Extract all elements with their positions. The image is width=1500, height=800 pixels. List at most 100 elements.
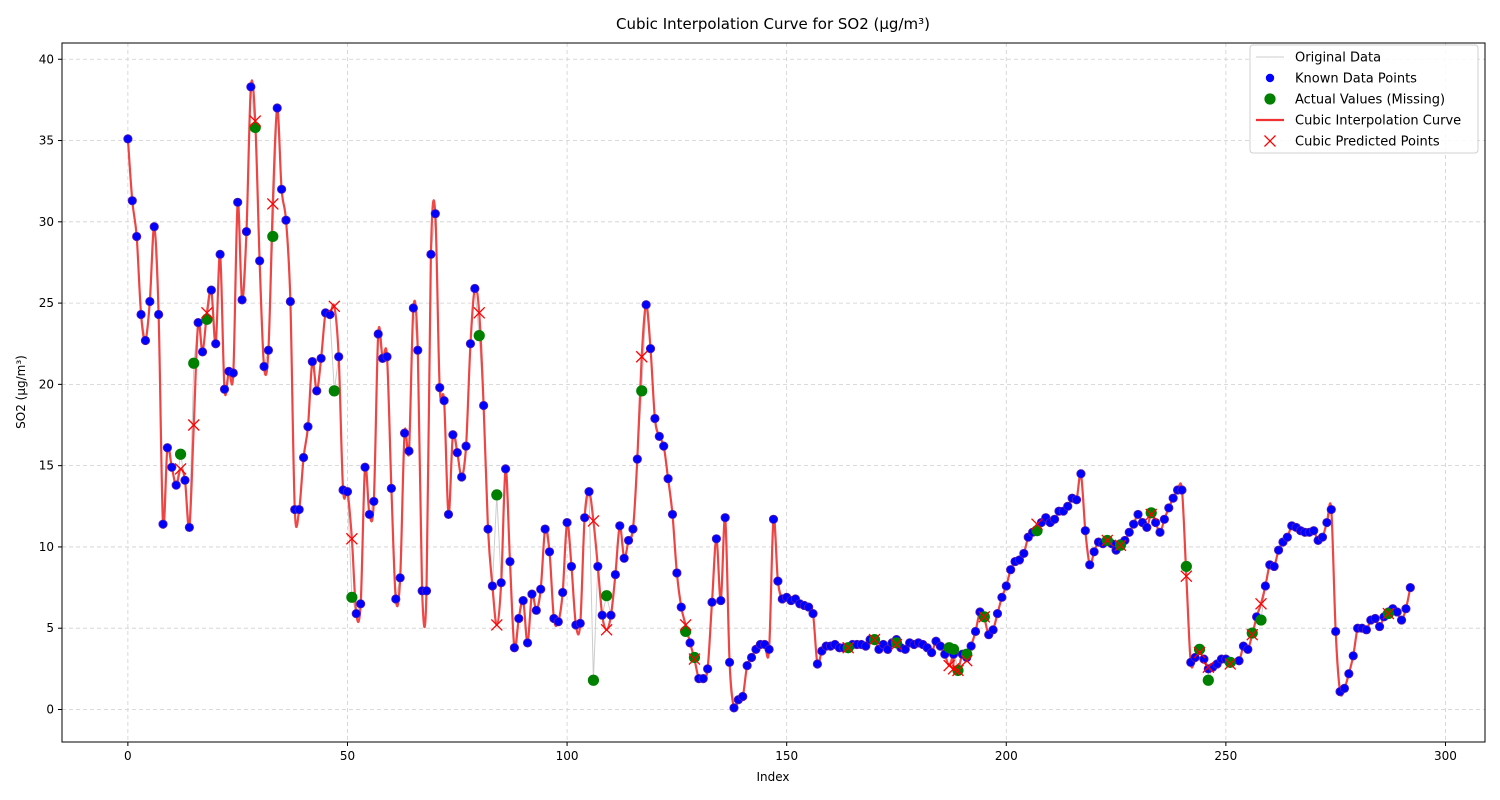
known-data-point xyxy=(1260,581,1271,591)
known-data-point xyxy=(351,608,361,619)
known-data-point xyxy=(461,441,471,451)
known-data-point xyxy=(255,256,265,266)
known-data-point xyxy=(623,535,634,546)
predicted-point-stroke xyxy=(174,462,187,475)
predicted-point-stroke xyxy=(943,659,956,672)
predicted-point-stroke xyxy=(960,654,973,667)
known-data-point xyxy=(1326,504,1336,515)
known-data-point xyxy=(1001,581,1011,591)
actual-value-point xyxy=(1180,560,1192,573)
legend-entry: Cubic Interpolation Curve xyxy=(1256,114,1461,129)
known-data-point xyxy=(259,361,269,372)
known-data-point xyxy=(580,513,590,523)
known-data-point xyxy=(746,652,757,663)
legend-entry: Original Data xyxy=(1256,51,1381,66)
known-data-point xyxy=(575,618,585,628)
known-data-point xyxy=(1339,683,1350,693)
predicted-point-stroke xyxy=(679,618,692,631)
known-data-point xyxy=(237,295,247,305)
known-data-point xyxy=(584,487,594,497)
known-data-point xyxy=(167,462,177,472)
known-data-point xyxy=(1019,548,1029,559)
known-data-point xyxy=(558,587,568,598)
known-data-point xyxy=(738,691,748,702)
known-data-point xyxy=(804,602,814,612)
known-data-point xyxy=(1168,493,1178,503)
known-data-point xyxy=(1129,519,1139,529)
known-data-point xyxy=(812,659,823,669)
actual-value-point xyxy=(961,648,973,660)
known-data-point xyxy=(1080,526,1090,536)
known-data-point xyxy=(136,309,146,320)
actual-value-point xyxy=(947,643,960,655)
predicted-point xyxy=(1202,661,1215,674)
known-data-point xyxy=(145,296,155,307)
known-data-point xyxy=(729,703,739,713)
predicted-point xyxy=(249,115,262,127)
x-tick-label: 200 xyxy=(995,749,1018,763)
ticks: 0 50 100 150 200 250 300 0 5 10 15 20 25 30 35 40 xyxy=(39,52,1457,763)
known-data-point xyxy=(650,413,660,424)
known-data-point xyxy=(764,644,774,654)
predicted-point xyxy=(842,641,855,654)
legend-label: Actual Values (Missing) xyxy=(1295,93,1445,108)
known-data-point xyxy=(219,384,230,394)
known-data-point xyxy=(294,504,304,515)
predicted-point-stroke xyxy=(587,514,600,527)
known-data-point xyxy=(1006,565,1016,575)
actual-value-point xyxy=(1255,614,1267,626)
known-data-point xyxy=(1164,503,1174,513)
known-data-point xyxy=(742,660,752,671)
known-data-point xyxy=(527,589,537,599)
predicted-point xyxy=(187,419,200,431)
predicted-point xyxy=(1255,597,1267,610)
known-data-point xyxy=(1348,651,1358,661)
predicted-point-stroke xyxy=(266,197,279,210)
x-tick-label: 300 xyxy=(1434,749,1457,763)
known-data-point xyxy=(1142,522,1152,533)
known-data-point xyxy=(720,513,730,523)
known-data-point xyxy=(659,441,669,451)
known-data-point xyxy=(276,184,287,194)
actual-value-point xyxy=(890,637,903,649)
predicted-point-stroke xyxy=(200,306,213,319)
x-tick-label: 150 xyxy=(775,749,798,763)
known-data-point xyxy=(457,472,467,482)
x-tick-label: 100 xyxy=(556,749,579,763)
known-data-point xyxy=(1243,644,1253,654)
known-data-point xyxy=(140,335,151,346)
known-data-point xyxy=(615,521,625,531)
known-data-point xyxy=(1089,547,1099,557)
actual-value-point xyxy=(680,625,692,638)
known-data-point xyxy=(373,329,383,339)
known-data-point xyxy=(228,368,238,378)
known-data-point xyxy=(312,386,322,396)
predicted-point xyxy=(200,306,213,319)
legend-entry: Known Data Points xyxy=(1265,72,1417,87)
known-data-point xyxy=(154,309,164,320)
known-data-point xyxy=(281,215,291,225)
x-tick-label: 50 xyxy=(340,749,355,763)
actual-value-point xyxy=(587,674,600,686)
known-data-point xyxy=(1370,613,1380,624)
legend-swatch xyxy=(1265,73,1275,83)
known-data-point xyxy=(1133,509,1143,520)
known-data-point xyxy=(1234,656,1244,666)
known-data-point xyxy=(246,82,256,92)
known-data-point xyxy=(448,430,458,440)
predicted-point-stroke xyxy=(1224,658,1237,670)
known-data-point xyxy=(334,352,344,362)
known-data-point xyxy=(364,509,375,520)
predicted-point xyxy=(960,654,973,667)
actual-value-point xyxy=(174,448,187,460)
actual-value-point xyxy=(688,651,701,664)
legend-label: Cubic Predicted Points xyxy=(1295,135,1440,150)
y-tick-label: 0 xyxy=(46,702,54,716)
known-data-point xyxy=(992,608,1003,619)
actual-value-point xyxy=(1031,525,1043,537)
known-data-point xyxy=(698,674,708,684)
predicted-point xyxy=(1246,628,1259,641)
predicted-point xyxy=(868,633,881,646)
actual-value-point xyxy=(201,313,213,325)
